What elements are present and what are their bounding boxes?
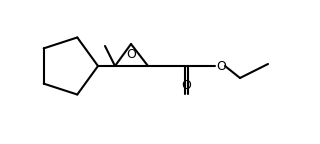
Text: O: O — [181, 79, 191, 92]
Text: O: O — [126, 48, 136, 61]
Text: O: O — [216, 59, 226, 72]
